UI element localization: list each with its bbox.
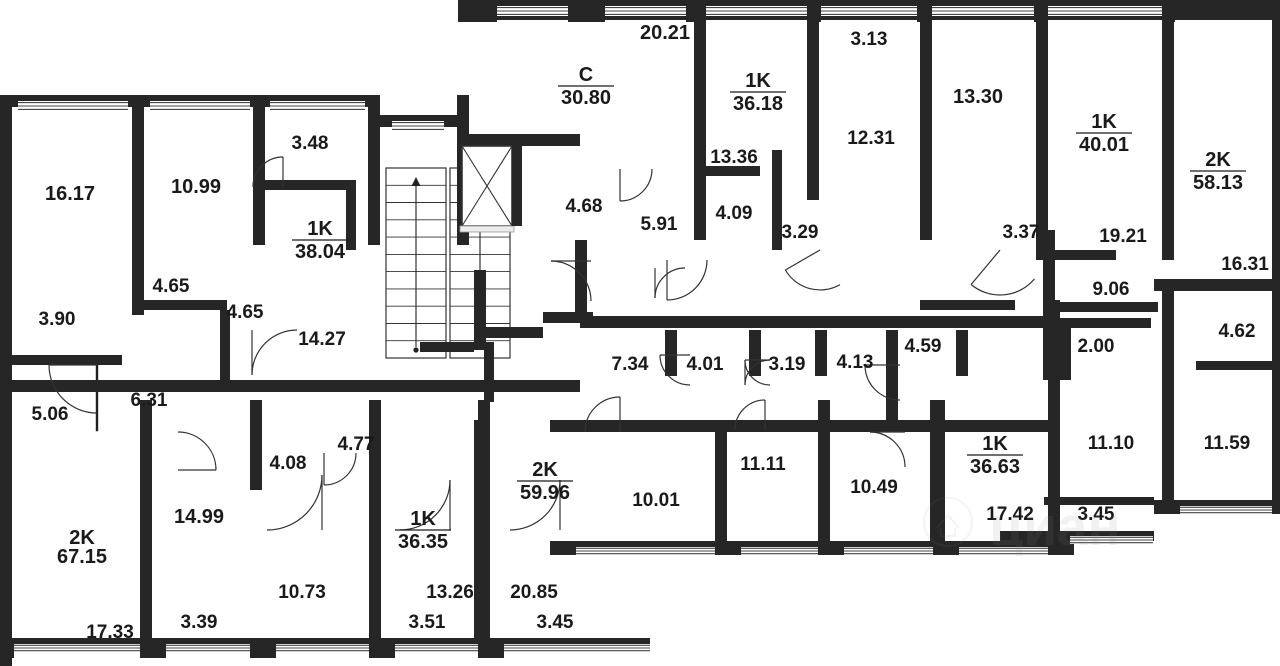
svg-text:14.99: 14.99: [174, 506, 224, 528]
svg-text:4.08: 4.08: [270, 453, 307, 474]
svg-text:3.19: 3.19: [769, 354, 806, 375]
svg-text:30.80: 30.80: [561, 87, 611, 109]
svg-text:59.96: 59.96: [520, 482, 570, 504]
svg-text:58.13: 58.13: [1193, 172, 1243, 194]
svg-text:11.10: 11.10: [1088, 433, 1135, 454]
svg-text:4.59: 4.59: [905, 336, 942, 357]
svg-text:4.13: 4.13: [837, 352, 874, 373]
svg-text:13.30: 13.30: [953, 86, 1003, 108]
svg-text:20.21: 20.21: [640, 22, 690, 44]
svg-text:циан: циан: [989, 495, 1120, 557]
svg-text:16.17: 16.17: [45, 183, 95, 205]
svg-text:4.68: 4.68: [566, 196, 603, 217]
svg-text:13.26: 13.26: [426, 582, 474, 603]
svg-text:C: C: [579, 64, 593, 86]
svg-text:11.59: 11.59: [1204, 433, 1251, 454]
svg-text:3.51: 3.51: [409, 612, 446, 633]
svg-text:36.18: 36.18: [733, 93, 783, 115]
svg-text:4.09: 4.09: [716, 203, 753, 224]
svg-text:2.00: 2.00: [1078, 336, 1115, 357]
svg-text:10.99: 10.99: [171, 176, 221, 198]
svg-text:20.85: 20.85: [510, 582, 558, 603]
svg-text:40.01: 40.01: [1079, 134, 1129, 156]
svg-text:3.13: 3.13: [851, 29, 888, 50]
svg-text:36.35: 36.35: [398, 531, 448, 553]
svg-text:16.31: 16.31: [1221, 254, 1269, 275]
svg-text:4.01: 4.01: [687, 354, 724, 375]
svg-text:2K: 2K: [1205, 149, 1231, 171]
svg-text:10.01: 10.01: [632, 490, 680, 511]
svg-text:7.34: 7.34: [612, 354, 649, 375]
svg-text:1K: 1K: [307, 218, 333, 240]
svg-text:10.73: 10.73: [278, 582, 326, 603]
svg-text:3.39: 3.39: [181, 612, 218, 633]
svg-text:11.11: 11.11: [740, 454, 786, 475]
svg-text:1K: 1K: [745, 70, 771, 92]
svg-text:17.33: 17.33: [86, 622, 134, 643]
svg-text:10.49: 10.49: [850, 477, 898, 498]
svg-text:3.45: 3.45: [537, 612, 574, 633]
svg-text:2K: 2K: [532, 459, 558, 481]
svg-text:3.37: 3.37: [1003, 222, 1040, 243]
svg-text:19.21: 19.21: [1099, 226, 1147, 247]
svg-text:1K: 1K: [410, 508, 436, 530]
svg-text:4.62: 4.62: [1219, 321, 1256, 342]
svg-text:5.91: 5.91: [641, 214, 678, 235]
svg-text:36.63: 36.63: [970, 456, 1020, 478]
svg-text:3.90: 3.90: [39, 309, 76, 330]
svg-text:5.06: 5.06: [32, 404, 69, 425]
svg-text:67.15: 67.15: [57, 546, 107, 568]
svg-text:4.65: 4.65: [153, 276, 190, 297]
svg-text:14.27: 14.27: [298, 329, 346, 350]
svg-text:6.31: 6.31: [131, 390, 168, 411]
svg-text:3.48: 3.48: [292, 133, 329, 154]
svg-text:4.65: 4.65: [227, 302, 264, 323]
svg-text:9.06: 9.06: [1093, 279, 1130, 300]
svg-text:4.77: 4.77: [338, 434, 375, 455]
svg-text:1K: 1K: [1091, 111, 1117, 133]
svg-text:38.04: 38.04: [295, 241, 346, 263]
svg-text:13.36: 13.36: [710, 147, 758, 168]
svg-text:12.31: 12.31: [847, 128, 895, 149]
svg-text:3.29: 3.29: [782, 222, 819, 243]
svg-text:1K: 1K: [982, 433, 1008, 455]
